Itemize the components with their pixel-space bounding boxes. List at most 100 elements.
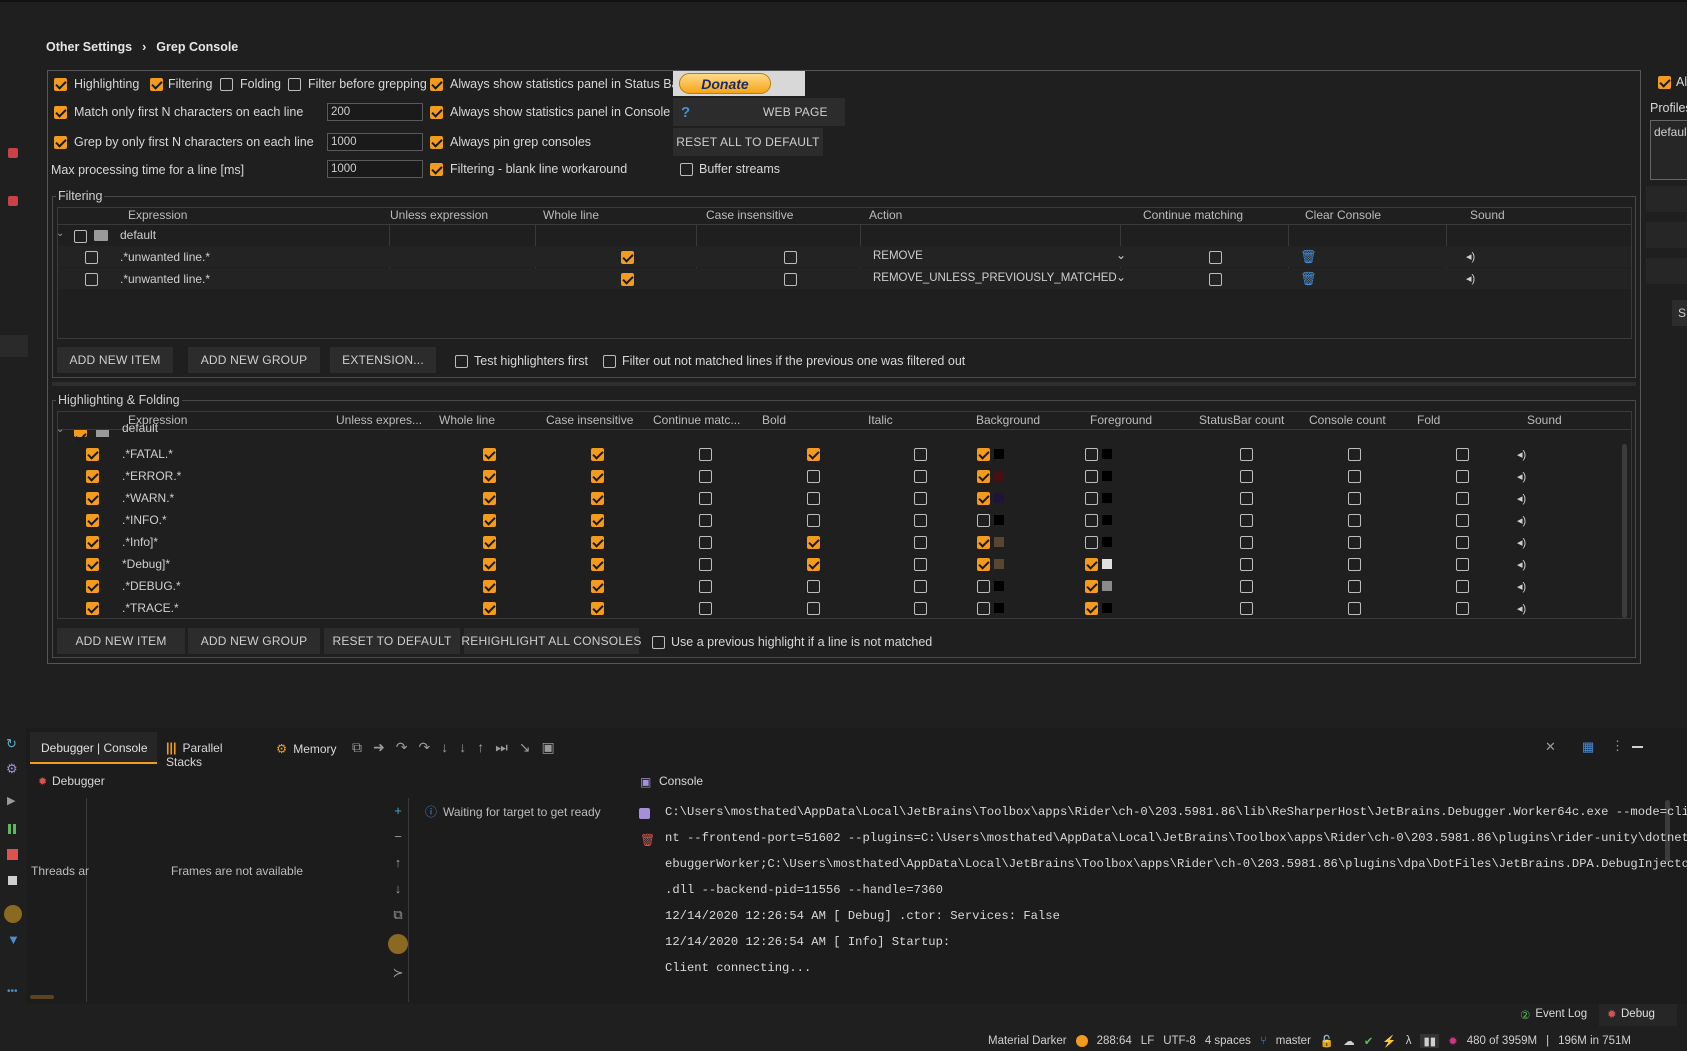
grep-first-n-input[interactable] [327,133,423,151]
hl-bold-checkbox[interactable] [807,558,820,571]
hl-row-enabled-checkbox[interactable] [86,514,99,527]
right-panel-button[interactable] [1646,258,1687,284]
hl-foreground-swatch[interactable] [1102,471,1112,481]
hl-fold-checkbox[interactable] [1456,536,1469,549]
filter-icon[interactable]: ▼ [7,932,20,947]
restart-icon[interactable]: ↻ [6,736,17,751]
hl-statusbar-count-checkbox[interactable] [1240,536,1253,549]
tab-memory[interactable]: ⚙ Memory [276,741,356,756]
hl-row-enabled-checkbox[interactable] [86,580,99,593]
hl-foreground-swatch[interactable] [1102,581,1112,591]
hl-row-expression[interactable]: .*ERROR.* [122,469,182,483]
hl-background-checkbox[interactable] [977,602,990,615]
terminal-icon[interactable]: ≻ [392,965,404,980]
grep-first-n-checkbox[interactable] [54,136,67,149]
hl-case-insensitive-checkbox[interactable] [591,470,604,483]
glasses-icon[interactable] [388,934,408,954]
hl-background-swatch[interactable] [994,603,1004,613]
hl-console-count-checkbox[interactable] [1348,492,1361,505]
hl-background-checkbox[interactable] [977,536,990,549]
stats-icon[interactable]: ▮▮ [1420,1034,1440,1048]
chevron-down-icon[interactable]: ⌄ [56,228,65,239]
right-panel-s-button[interactable]: S [1672,300,1687,326]
filter-add-item-button[interactable]: ADD NEW ITEM [57,347,173,373]
event-log-button[interactable]: ② Event Log [1520,1008,1587,1022]
hl-row-expression[interactable]: .*INFO.* [122,513,167,527]
test-highlighters-first-checkbox[interactable] [455,355,468,368]
hide-icon[interactable] [1632,746,1643,748]
hl-continue-matching-checkbox[interactable] [699,580,712,593]
hl-background-swatch[interactable] [994,559,1004,569]
panel-splitter[interactable] [52,382,1636,386]
filter-continue-matching-checkbox[interactable] [1209,251,1222,264]
hl-whole-line-checkbox[interactable] [483,580,496,593]
donate-button[interactable]: Donate [679,73,771,94]
hl-background-swatch[interactable] [994,537,1004,547]
dump-icon[interactable] [4,905,22,923]
hl-italic-checkbox[interactable] [914,536,927,549]
filter-action-select[interactable]: REMOVE_UNLESS_PREVIOUSLY_MATCHED [873,272,1117,284]
hl-row-expression[interactable]: *Debug]* [122,557,171,571]
hl-row-expression[interactable]: .*FATAL.* [122,447,173,461]
hl-italic-checkbox[interactable] [914,448,927,461]
hl-add-group-button[interactable]: ADD NEW GROUP [188,628,320,654]
hl-background-checkbox[interactable] [977,580,990,593]
hl-foreground-swatch[interactable] [1102,603,1112,613]
hl-whole-line-checkbox[interactable] [483,514,496,527]
hl-statusbar-count-checkbox[interactable] [1240,558,1253,571]
more-icon[interactable]: ••• [7,986,18,997]
pause-icon[interactable] [8,824,11,834]
sound-icon[interactable]: ◂) [1466,273,1476,285]
filter-whole-line-checkbox[interactable] [621,251,634,264]
hl-whole-line-checkbox[interactable] [483,448,496,461]
step-into-icon[interactable]: ↓ [441,739,449,755]
hl-case-insensitive-checkbox[interactable] [591,580,604,593]
filter-row-expression[interactable]: .*unwanted line.* [120,250,211,264]
threads-scroll[interactable] [30,995,54,999]
filter-action-select[interactable]: REMOVE [873,250,923,262]
hl-console-count-checkbox[interactable] [1348,602,1361,615]
hl-statusbar-count-checkbox[interactable] [1240,448,1253,461]
hl-fold-checkbox[interactable] [1456,602,1469,615]
profile-item[interactable]: default [1654,125,1687,139]
hl-foreground-swatch[interactable] [1102,559,1112,569]
sound-icon[interactable]: ◂) [1517,515,1527,527]
hl-statusbar-count-checkbox[interactable] [1240,602,1253,615]
filter-out-checkbox[interactable] [603,355,616,368]
hl-foreground-checkbox[interactable] [1085,514,1098,527]
hl-add-item-button[interactable]: ADD NEW ITEM [57,628,185,654]
close-icon[interactable]: ✕ [1545,739,1556,754]
hl-italic-checkbox[interactable] [914,558,927,571]
highlighting-scrollbar[interactable] [1622,444,1627,618]
hl-foreground-swatch[interactable] [1102,515,1112,525]
hl-row-enabled-checkbox[interactable] [86,448,99,461]
hl-foreground-checkbox[interactable] [1085,492,1098,505]
match-first-n-input[interactable] [327,103,423,121]
chevron-down-icon[interactable]: ⌄ [1116,270,1127,284]
hl-bold-checkbox[interactable] [807,514,820,527]
hl-bold-checkbox[interactable] [807,448,820,461]
hl-case-insensitive-checkbox[interactable] [591,558,604,571]
hl-bold-checkbox[interactable] [807,492,820,505]
hl-group-checkbox[interactable] [74,430,87,437]
hl-row-expression[interactable]: .*WARN.* [122,491,175,505]
buffer-streams-checkbox[interactable] [680,163,693,176]
hl-continue-matching-checkbox[interactable] [699,602,712,615]
hl-row-enabled-checkbox[interactable] [86,470,99,483]
force-step-into-icon[interactable]: ↓ [459,739,467,755]
filter-row-enabled-checkbox[interactable] [85,251,98,264]
console-scroll-end-icon[interactable] [639,808,650,819]
run-to-cursor-icon[interactable]: ⏭ [495,739,508,755]
sound-icon[interactable]: ◂) [1517,471,1527,483]
right-panel-button[interactable] [1646,222,1687,248]
profiles-list[interactable]: default [1650,120,1687,180]
hl-row-expression[interactable]: .*Info]* [122,535,159,549]
options-menu-icon[interactable]: ⋮ [1611,738,1624,753]
hl-case-insensitive-checkbox[interactable] [591,448,604,461]
restore-layout-icon[interactable]: ⧉ [352,739,362,755]
hl-fold-checkbox[interactable] [1456,514,1469,527]
caret-position[interactable]: 288:64 [1096,1035,1132,1047]
hl-continue-matching-checkbox[interactable] [699,470,712,483]
step-out-icon[interactable]: ↑ [477,739,485,755]
chevron-down-icon[interactable]: ⌄ [1116,248,1127,262]
